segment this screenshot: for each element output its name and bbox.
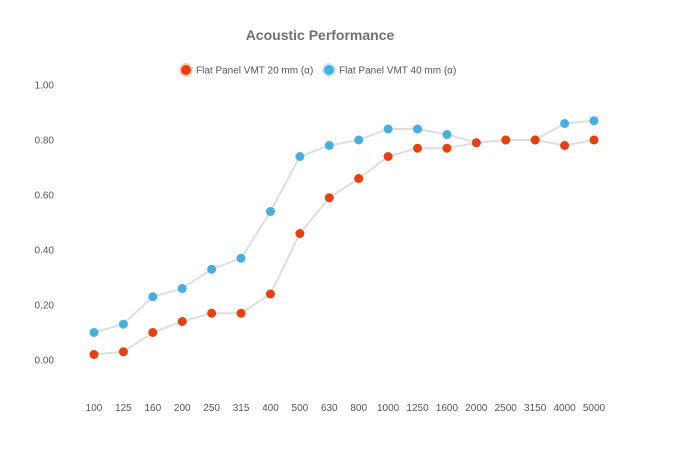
data-point-series-1[interactable] <box>501 135 511 145</box>
data-point-series-1[interactable] <box>442 143 452 153</box>
y-tick-label: 0.80 <box>35 136 55 147</box>
data-point-series-1[interactable] <box>207 308 217 318</box>
data-point-series-2[interactable] <box>560 119 570 128</box>
x-tick-label: 500 <box>292 403 309 414</box>
legend-marker-series-1[interactable] <box>179 63 193 77</box>
x-tick-label: 160 <box>144 403 161 414</box>
data-point-series-2[interactable] <box>383 124 393 134</box>
data-point-series-2[interactable] <box>236 253 246 263</box>
x-tick-label: 3150 <box>524 403 547 414</box>
x-tick-label: 250 <box>203 403 220 414</box>
x-tick-label: 800 <box>350 403 367 414</box>
y-tick-label: 0.00 <box>35 356 55 367</box>
data-point-series-1[interactable] <box>295 229 305 238</box>
data-point-series-1[interactable] <box>118 347 128 357</box>
y-tick-label: 0.20 <box>35 301 55 312</box>
data-point-series-2[interactable] <box>354 135 364 145</box>
x-tick-label: 5000 <box>583 403 606 414</box>
data-point-series-1[interactable] <box>148 328 158 337</box>
data-point-series-2[interactable] <box>265 207 275 216</box>
x-tick-label: 315 <box>233 403 250 414</box>
data-point-series-2[interactable] <box>324 141 334 150</box>
data-point-series-2[interactable] <box>118 319 128 329</box>
x-tick-label: 630 <box>321 403 338 414</box>
data-point-series-1[interactable] <box>89 350 99 359</box>
x-tick-label: 1000 <box>377 403 400 414</box>
legend-marker-series-2[interactable] <box>322 63 336 77</box>
data-point-series-1[interactable] <box>471 138 481 148</box>
series-lines <box>93 119 595 356</box>
y-axis: 0.00 0.20 0.40 0.60 0.80 1.00 <box>35 81 55 367</box>
chart-title: Acoustic Performance <box>246 27 395 43</box>
data-point-series-2[interactable] <box>177 284 187 293</box>
x-tick-label: 2500 <box>495 403 518 414</box>
data-point-series-1[interactable] <box>265 289 275 299</box>
data-point-series-1[interactable] <box>560 141 570 150</box>
data-point-series-1[interactable] <box>383 152 393 161</box>
x-tick-label: 100 <box>86 403 103 414</box>
series-points <box>89 116 599 359</box>
data-point-series-2[interactable] <box>442 130 452 139</box>
x-tick-label: 2000 <box>465 403 488 414</box>
x-tick-label: 1250 <box>406 403 429 414</box>
y-tick-label: 1.00 <box>35 81 55 92</box>
series-line-2 <box>93 119 595 334</box>
data-point-series-1[interactable] <box>413 143 423 153</box>
x-tick-label: 4000 <box>553 403 576 414</box>
y-tick-label: 0.60 <box>35 191 55 202</box>
data-point-series-1[interactable] <box>589 135 599 145</box>
data-point-series-1[interactable] <box>177 317 187 326</box>
y-tick-label: 0.40 <box>35 246 55 257</box>
data-point-series-2[interactable] <box>207 264 217 274</box>
data-point-series-1[interactable] <box>530 135 540 145</box>
data-point-series-1[interactable] <box>236 308 246 318</box>
data-point-series-1[interactable] <box>354 174 364 183</box>
legend-label-series-1[interactable]: Flat Panel VMT 20 mm (α) <box>196 66 313 77</box>
data-point-series-2[interactable] <box>89 328 99 337</box>
series-line-1 <box>93 139 595 356</box>
x-tick-label: 200 <box>174 403 191 414</box>
legend: Flat Panel VMT 20 mm (α) Flat Panel VMT … <box>179 63 456 77</box>
data-point-series-1[interactable] <box>324 193 334 203</box>
data-point-series-2[interactable] <box>589 116 599 126</box>
data-point-series-2[interactable] <box>148 292 158 302</box>
x-tick-label: 400 <box>262 403 279 414</box>
x-axis: 100 125 160 200 250 315 400 500 630 800 1000 1250 16… <box>86 403 606 414</box>
data-point-series-2[interactable] <box>413 124 423 134</box>
legend-label-series-2[interactable]: Flat Panel VMT 40 mm (α) <box>339 66 456 77</box>
data-point-series-2[interactable] <box>295 152 305 161</box>
x-tick-label: 1600 <box>436 403 459 414</box>
x-tick-label: 125 <box>115 403 132 414</box>
